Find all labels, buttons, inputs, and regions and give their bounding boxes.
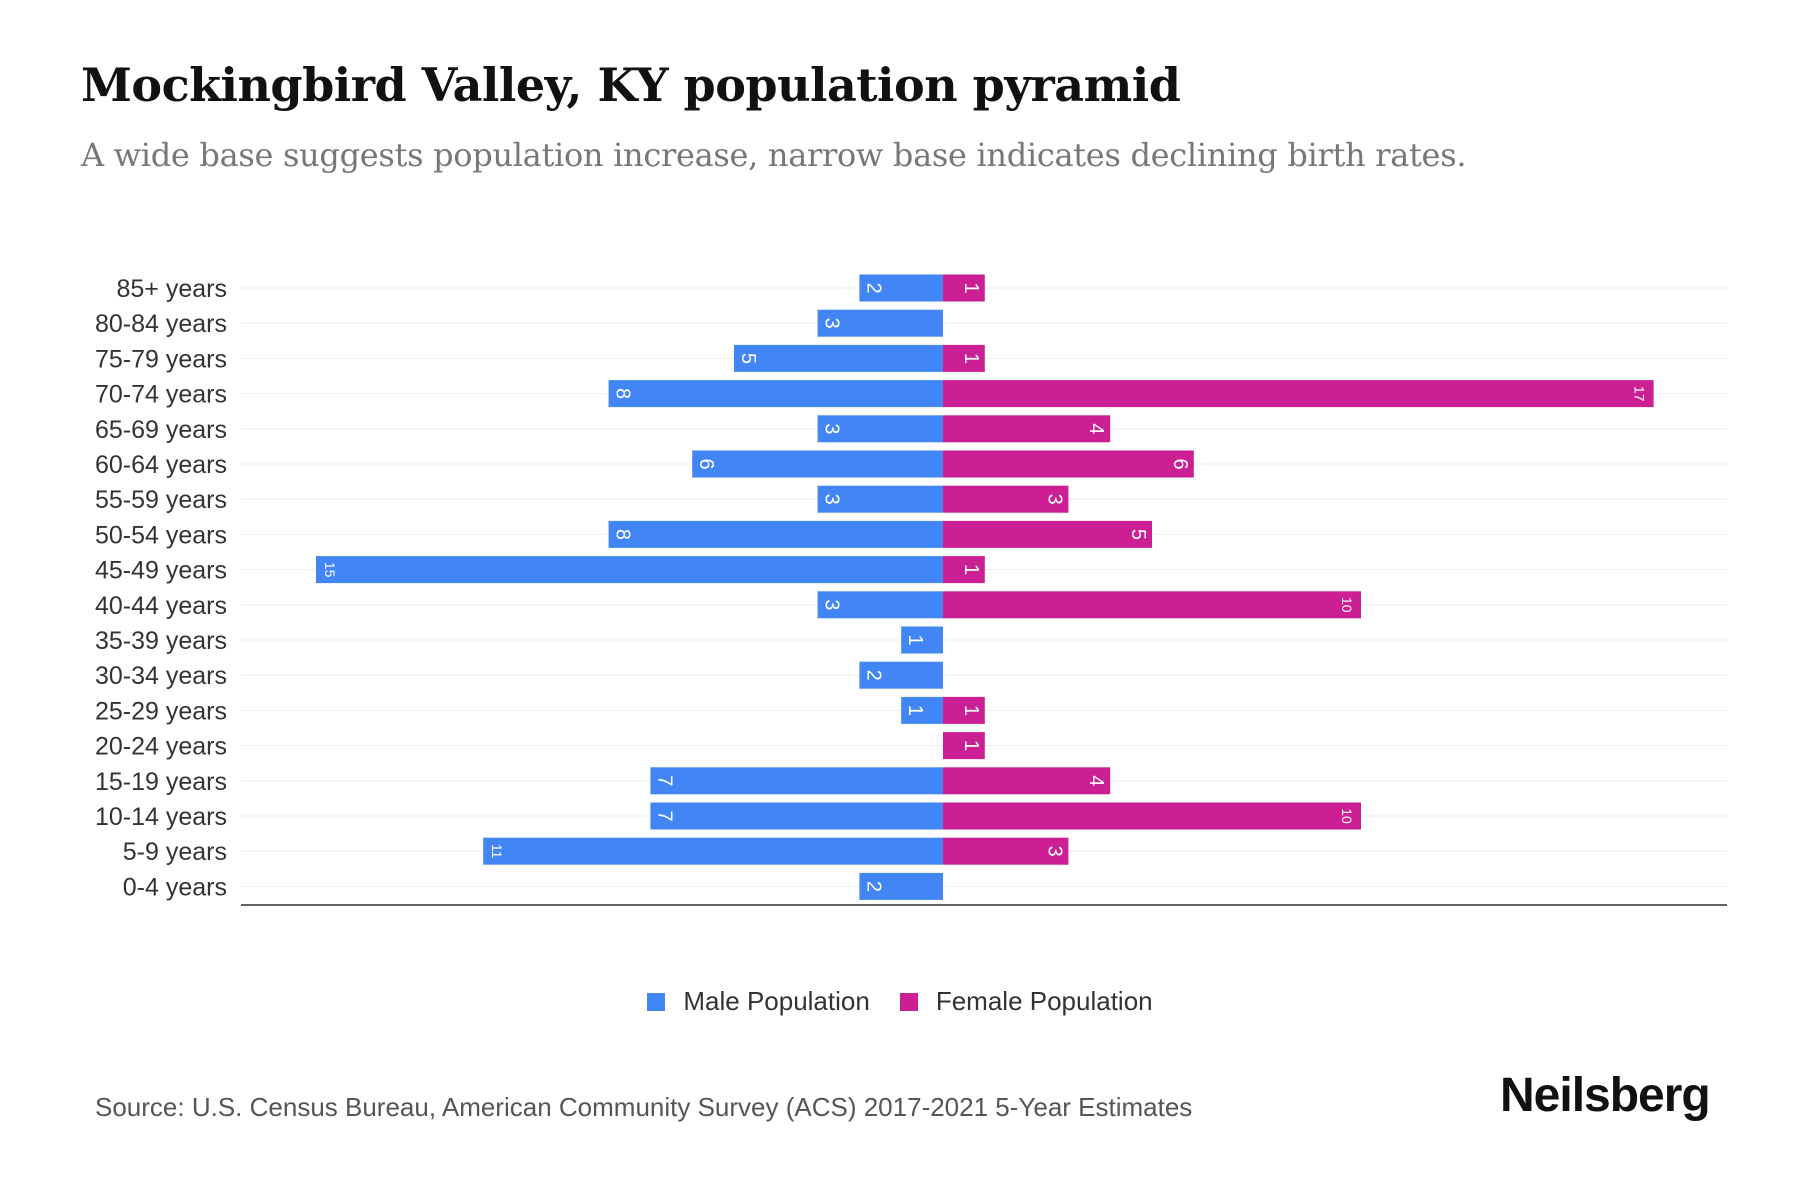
male-bar (608, 520, 943, 548)
female-value-label: 10 (1339, 597, 1355, 613)
female-bar (943, 696, 985, 724)
category-label: 45-49 years (95, 557, 227, 585)
legend: Male Population Female Population (0, 986, 1800, 1017)
male-bar (316, 556, 943, 584)
legend-item-female[interactable]: Female Population (899, 986, 1153, 1017)
category-label: 80-84 years (95, 310, 227, 338)
category-label: 30-34 years (95, 662, 227, 690)
female-value-label: 3 (1043, 846, 1065, 857)
category-label: 65-69 years (95, 416, 227, 444)
male-value-label: 8 (612, 529, 634, 540)
male-value-label: 1 (904, 705, 926, 716)
male-bar (483, 837, 943, 865)
male-value-label: 7 (653, 810, 675, 821)
male-value-label: 15 (322, 562, 338, 578)
female-bar (943, 591, 1361, 619)
male-bar (901, 626, 943, 654)
male-bar (817, 309, 943, 337)
legend-swatch-female (899, 992, 918, 1011)
category-label: 70-74 years (95, 381, 227, 409)
male-value-label: 2 (862, 881, 884, 892)
female-bar (943, 380, 1654, 408)
brand-logo: Neilsberg (1500, 1069, 1711, 1122)
male-value-label: 7 (653, 775, 675, 786)
female-value-label: 17 (1632, 386, 1648, 402)
female-bar (943, 450, 1194, 478)
category-label: 35-39 years (95, 627, 227, 655)
legend-label-female: Female Population (935, 986, 1153, 1016)
male-value-label: 8 (612, 388, 634, 399)
male-value-label: 3 (821, 599, 843, 610)
female-value-label: 10 (1339, 808, 1355, 824)
source-note: Source: U.S. Census Bureau, American Com… (95, 1092, 1193, 1122)
male-bar (859, 274, 943, 302)
male-bar (859, 661, 943, 689)
male-value-label: 11 (489, 844, 505, 859)
female-bar (943, 415, 1111, 443)
male-value-label: 3 (821, 318, 843, 329)
category-label: 75-79 years (95, 345, 227, 373)
female-value-label: 1 (960, 705, 982, 716)
male-value-label: 5 (737, 353, 759, 364)
female-value-label: 3 (1043, 494, 1065, 505)
male-value-label: 3 (821, 494, 843, 505)
male-bar (817, 485, 943, 513)
female-bar (943, 732, 985, 760)
category-label: 10-14 years (95, 803, 227, 831)
category-label: 5-9 years (123, 838, 227, 866)
female-value-label: 5 (1127, 529, 1149, 540)
category-label: 0-4 years (123, 873, 227, 901)
male-bar (817, 415, 943, 443)
category-label: 55-59 years (95, 486, 227, 514)
category-label: 20-24 years (95, 733, 227, 761)
female-value-label: 1 (960, 740, 982, 751)
male-bar (859, 872, 943, 900)
female-bar (943, 344, 985, 372)
chart-subtitle: A wide base suggests population increase… (81, 136, 1467, 174)
male-bar (608, 380, 943, 408)
category-label: 15-19 years (95, 768, 227, 796)
female-value-label: 6 (1169, 458, 1191, 469)
chart-title: Mockingbird Valley, KY population pyrami… (81, 58, 1181, 112)
category-label: 25-29 years (95, 697, 227, 725)
category-label: 60-64 years (95, 451, 227, 479)
male-bar (734, 344, 943, 372)
female-bar (943, 802, 1361, 830)
male-value-label: 2 (862, 670, 884, 681)
male-value-label: 2 (862, 282, 884, 293)
category-label: 50-54 years (95, 521, 227, 549)
female-bar (943, 485, 1069, 513)
legend-swatch-male (647, 992, 666, 1011)
female-bar (943, 520, 1152, 548)
female-bar (943, 556, 985, 584)
legend-label-male: Male Population (683, 986, 870, 1016)
male-value-label: 1 (904, 634, 926, 645)
male-bar (817, 591, 943, 619)
male-bar (692, 450, 943, 478)
legend-item-male[interactable]: Male Population (647, 986, 870, 1017)
female-value-label: 1 (960, 353, 982, 364)
female-value-label: 1 (960, 282, 982, 293)
female-bar (943, 767, 1111, 795)
pyramid-chart: 85+ years 2 1 80-84 years 3 75-79 years 5 1 70-7… (95, 274, 1727, 906)
category-label: 40-44 years (95, 592, 227, 620)
male-value-label: 3 (821, 423, 843, 434)
female-value-label: 4 (1085, 775, 1107, 786)
male-bar (901, 696, 943, 724)
category-label: 85+ years (117, 275, 228, 303)
male-bar (650, 802, 943, 830)
female-bar (943, 837, 1069, 865)
female-bar (943, 274, 985, 302)
male-bar (650, 767, 943, 795)
female-value-label: 4 (1085, 423, 1107, 434)
female-value-label: 1 (960, 564, 982, 575)
male-value-label: 6 (695, 458, 717, 469)
